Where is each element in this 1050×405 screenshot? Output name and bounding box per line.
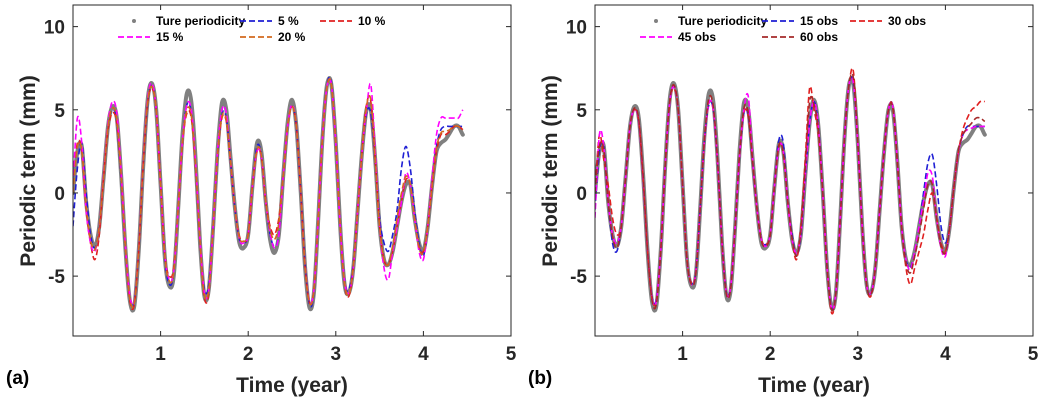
panel-b: -5 0 5 10 1 2 3 4 5 Ture periodicity 15 obs 30 obs… xyxy=(528,4,1039,397)
legend-item: 45 obs xyxy=(640,30,716,44)
x-tick-label: 1 xyxy=(155,344,166,365)
legend-item: 60 obs xyxy=(762,30,838,44)
legend-item: 30 obs xyxy=(850,14,926,28)
ticks-b: -5 0 5 10 1 2 3 4 5 xyxy=(566,5,1039,365)
legend-item: 10 % xyxy=(320,14,386,28)
x-axis-label-a: Time (year) xyxy=(236,374,348,397)
legend-label: Ture periodicity xyxy=(156,14,245,28)
y-tick-label: -5 xyxy=(48,267,65,288)
legend-item: Ture periodicity xyxy=(654,14,767,28)
series-line-15 xyxy=(73,78,464,307)
x-tick-label: 5 xyxy=(1028,344,1039,365)
legend-b: Ture periodicity 15 obs 30 obs 45 obs 60 obs xyxy=(640,14,926,44)
legend-label: 60 obs xyxy=(800,30,838,44)
panel-a: -5 0 5 10 1 2 3 4 5 Ture periodicity 5 % 10 % 15 % 2… xyxy=(6,4,517,397)
x-tick-label: 3 xyxy=(331,344,342,365)
legend-item: 20 % xyxy=(240,30,306,44)
legend-label: 15 % xyxy=(156,30,184,44)
x-tick-label: 2 xyxy=(765,344,776,365)
legend-item: 5 % xyxy=(240,14,299,28)
legend-item: Ture periodicity xyxy=(132,14,245,28)
x-tick-label: 4 xyxy=(418,344,429,365)
legend-label: Ture periodicity xyxy=(678,14,767,28)
curves-b xyxy=(595,67,987,315)
legend-label: 10 % xyxy=(358,14,386,28)
series-line-60-obs xyxy=(595,72,986,312)
legend-label: 15 obs xyxy=(800,14,838,28)
y-axis-label-a: Periodic term (mm) xyxy=(17,75,40,266)
curves-a xyxy=(73,76,465,313)
legend-label: 30 obs xyxy=(888,14,926,28)
legend-swatch xyxy=(132,19,136,23)
plot-frame-a xyxy=(72,4,512,337)
legend-swatch xyxy=(654,19,658,23)
x-tick-label: 2 xyxy=(243,344,254,365)
y-tick-label: 0 xyxy=(576,184,587,205)
y-tick-label: 5 xyxy=(54,101,65,122)
x-axis-label-b: Time (year) xyxy=(758,374,870,397)
x-tick-label: 5 xyxy=(506,344,517,365)
y-tick-label: 10 xyxy=(566,18,587,39)
x-tick-label: 1 xyxy=(677,344,688,365)
y-tick-label: 0 xyxy=(54,184,65,205)
series-line-20 xyxy=(73,78,464,309)
legend-label: 45 obs xyxy=(678,30,716,44)
legend-item: 15 % xyxy=(118,30,184,44)
panel-label-b: (b) xyxy=(528,368,552,389)
y-tick-label: 5 xyxy=(576,101,587,122)
plot-frame-b xyxy=(594,4,1034,337)
legend-a: Ture periodicity 5 % 10 % 15 % 20 % xyxy=(118,14,386,44)
y-tick-label: -5 xyxy=(570,267,587,288)
y-axis-label-b: Periodic term (mm) xyxy=(539,75,562,266)
ticks-a: -5 0 5 10 1 2 3 4 5 xyxy=(44,5,517,365)
x-tick-label: 4 xyxy=(940,344,951,365)
legend-label: 5 % xyxy=(278,14,299,28)
legend-item: 15 obs xyxy=(762,14,838,28)
series-line-ture-periodicity xyxy=(73,76,465,313)
panel-label-a: (a) xyxy=(6,368,29,389)
legend-label: 20 % xyxy=(278,30,306,44)
x-tick-label: 3 xyxy=(853,344,864,365)
y-tick-label: 10 xyxy=(44,18,65,39)
